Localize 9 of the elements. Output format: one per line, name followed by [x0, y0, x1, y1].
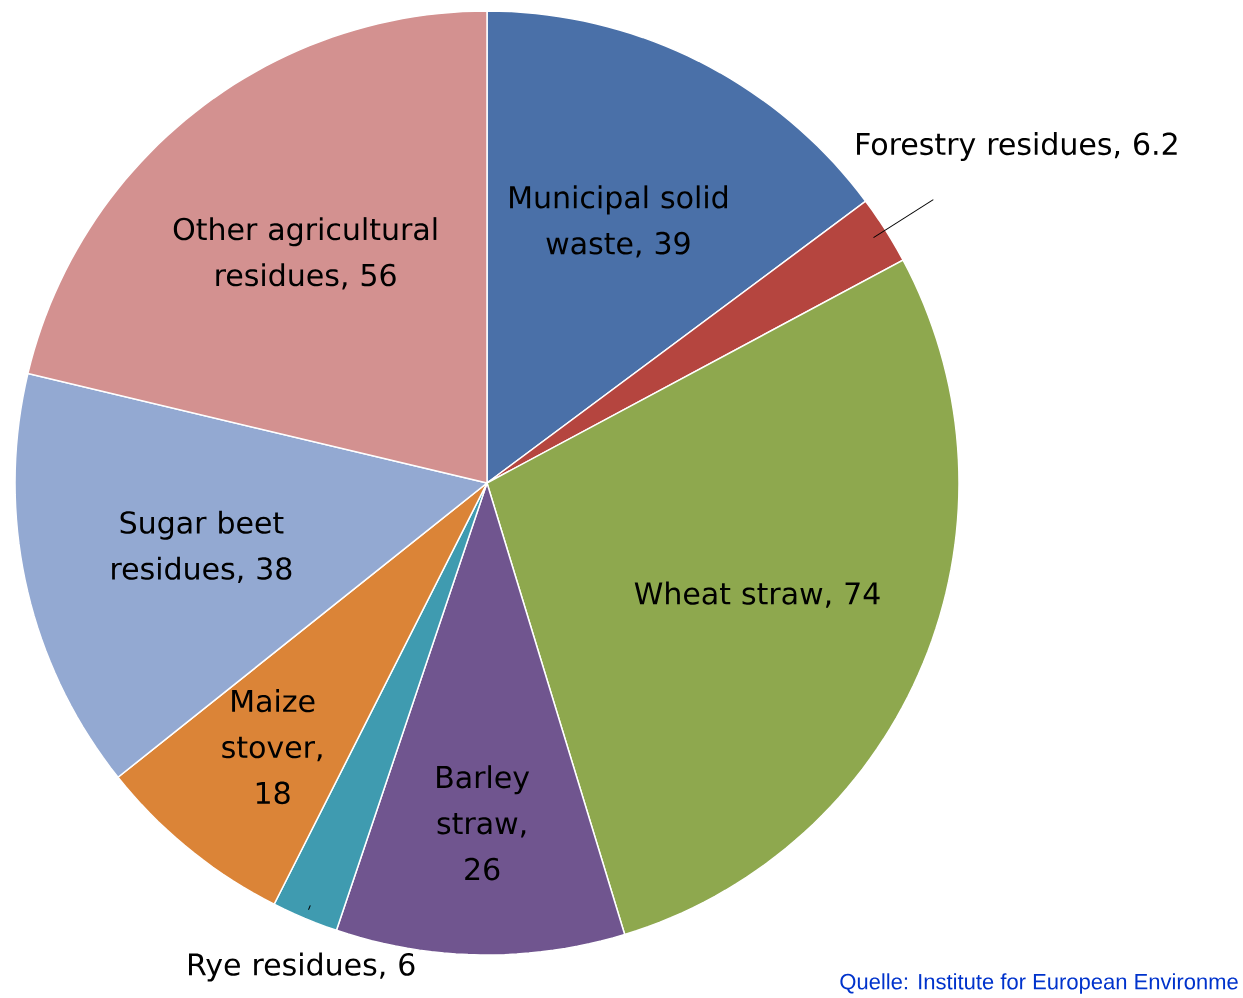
slice-label: Wheat straw, 74: [634, 581, 880, 608]
slice-label: Forestry residues, 6.2: [857, 131, 1177, 161]
slice-label: Other agricultural residues, 56: [173, 217, 437, 290]
source-note: Quelle: Institute for European Environme: [840, 973, 1238, 994]
slice-label: Sugar beet residues, 38: [112, 510, 292, 583]
slice-label: Maize stover, 18: [222, 689, 322, 805]
slice-label: Municipal solid waste, 39: [510, 185, 728, 258]
slice-label: Barley straw, 26: [437, 765, 530, 881]
slice-label: Rye residues, 6: [189, 952, 415, 982]
